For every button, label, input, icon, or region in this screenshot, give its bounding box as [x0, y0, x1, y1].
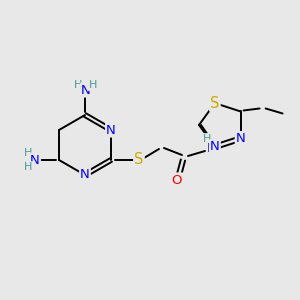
- Text: H: H: [89, 80, 97, 90]
- Text: N: N: [30, 154, 40, 166]
- Text: N: N: [106, 124, 116, 136]
- Text: H: H: [203, 134, 211, 144]
- Text: S: S: [210, 96, 220, 111]
- Text: N: N: [81, 83, 91, 97]
- Text: H: H: [24, 148, 32, 158]
- Text: O: O: [172, 173, 182, 187]
- Text: S: S: [134, 152, 144, 167]
- Text: N: N: [207, 142, 217, 154]
- Text: N: N: [80, 169, 90, 182]
- Text: H: H: [24, 162, 32, 172]
- Text: N: N: [210, 140, 220, 153]
- Text: N: N: [236, 132, 245, 145]
- Text: H: H: [74, 80, 82, 90]
